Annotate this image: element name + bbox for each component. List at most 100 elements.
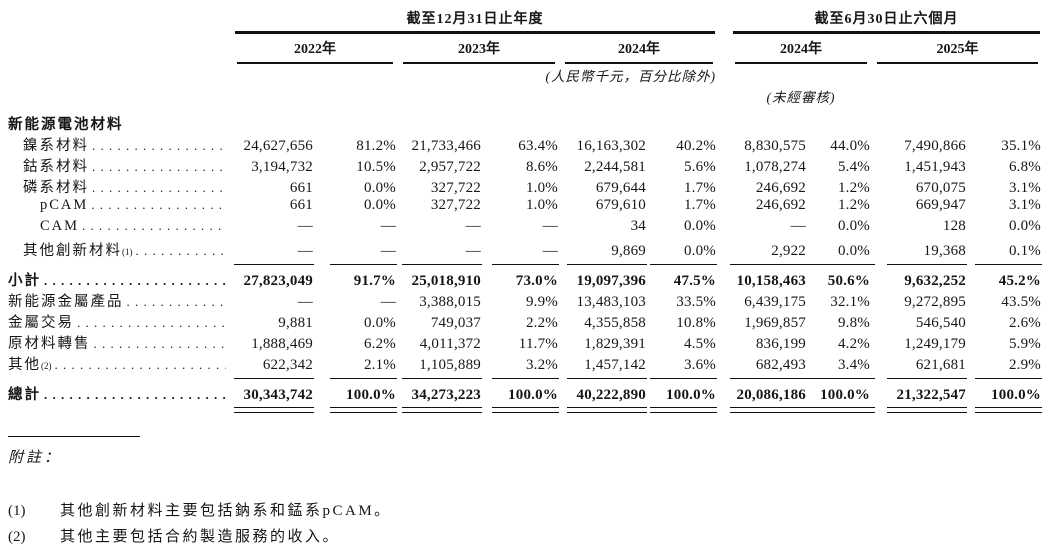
percent-cell: —: [315, 294, 398, 311]
percent-cell: 1.0%: [483, 197, 560, 214]
row-label: 新能源電池材料: [8, 113, 232, 134]
amount-cell: 21,733,466: [398, 138, 483, 155]
row-label: 小計: [8, 269, 232, 290]
footnote-1-text: 其他創新材料主要包括鈉系和錳系pCAM。: [60, 499, 1049, 525]
amount-cell: 1,888,469: [232, 336, 315, 353]
percent-cell: 63.4%: [483, 138, 560, 155]
amount-cell: 661: [232, 180, 315, 197]
table-row: 磷系材料6610.0%327,7221.0%679,6441.7%246,692…: [8, 176, 1049, 197]
percent-cell: 40.2%: [648, 138, 718, 155]
year-column-2022: 2022年: [232, 38, 398, 64]
amount-cell: 679,644: [560, 180, 648, 197]
percent-cell: 1.2%: [808, 180, 872, 197]
amount-cell: 20,086,186: [730, 387, 808, 404]
percent-cell: 0.0%: [315, 197, 398, 214]
percent-cell: —: [315, 218, 398, 235]
amount-cell: 25,018,910: [398, 273, 483, 290]
leader-dots: [94, 336, 227, 353]
amount-cell: 1,249,179: [872, 336, 968, 353]
amount-cell: 246,692: [730, 180, 808, 197]
leader-dots: [92, 159, 226, 176]
amount-cell: 546,540: [872, 315, 968, 332]
percent-cell: 1.7%: [648, 180, 718, 197]
row-label: 總計: [8, 383, 232, 404]
amount-cell: 19,368: [872, 243, 968, 260]
table-header-unit-note-row: (人民幣千元，百分比除外): [8, 68, 1049, 85]
leader-dots: [136, 243, 227, 260]
amount-cell: 661: [232, 197, 315, 214]
footnote-divider: [8, 436, 140, 437]
percent-cell: 9.8%: [808, 315, 872, 332]
amount-cell: 19,097,396: [560, 273, 648, 290]
row-label: 鈷系材料: [8, 155, 232, 176]
percent-cell: 2.9%: [968, 357, 1043, 374]
amount-cell: 622,342: [232, 357, 315, 374]
table-row: 金屬交易9,8810.0%749,0372.2%4,355,85810.8%1,…: [8, 311, 1049, 332]
rule-row: [8, 374, 1049, 383]
percent-cell: 100.0%: [648, 387, 718, 404]
percent-cell: 3.1%: [968, 180, 1043, 197]
table-row: 原材料轉售1,888,4696.2%4,011,37211.7%1,829,39…: [8, 332, 1049, 353]
amount-cell: 327,722: [398, 197, 483, 214]
amount-cell: 30,343,742: [232, 387, 315, 404]
percent-cell: —: [483, 243, 560, 260]
footnote-2: (2) 其他主要包括合約製造服務的收入。: [8, 525, 1049, 550]
leader-dots: [127, 294, 227, 311]
amount-cell: —: [232, 294, 315, 311]
percent-cell: 47.5%: [648, 273, 718, 290]
percent-cell: 100.0%: [315, 387, 398, 404]
percent-cell: 5.6%: [648, 159, 718, 176]
amount-cell: 4,355,858: [560, 315, 648, 332]
table-row: 鎳系材料24,627,65681.2%21,733,46663.4%16,163…: [8, 134, 1049, 155]
percent-cell: 3.1%: [968, 197, 1043, 214]
year-column-2025-interim: 2025年: [872, 38, 1043, 64]
percent-cell: 2.2%: [483, 315, 560, 332]
footnote-2-text: 其他主要包括合約製造服務的收入。: [60, 525, 1049, 550]
table-row: 其他創新材料(1)————9,8690.0%2,9220.0%19,3680.1…: [8, 239, 1049, 260]
amount-cell: —: [232, 243, 315, 260]
amount-cell: 21,322,547: [872, 387, 968, 404]
amount-cell: 1,078,274: [730, 159, 808, 176]
footnotes: (1) 其他創新材料主要包括鈉系和錳系pCAM。 (2) 其他主要包括合約製造服…: [8, 499, 1049, 550]
percent-cell: 10.8%: [648, 315, 718, 332]
percent-cell: 43.5%: [968, 294, 1043, 311]
percent-cell: 1.2%: [808, 197, 872, 214]
notes-heading: 附註：: [8, 446, 1049, 467]
percent-cell: 6.2%: [315, 336, 398, 353]
amount-cell: 6,439,175: [730, 294, 808, 311]
section-header-row: 新能源電池材料: [8, 113, 1049, 134]
amount-cell: 10,158,463: [730, 273, 808, 290]
year-column-2024-interim: 2024年: [730, 38, 872, 64]
table-row: 新能源金屬產品——3,388,0159.9%13,483,10333.5%6,4…: [8, 290, 1049, 311]
amount-cell: 1,969,857: [730, 315, 808, 332]
percent-cell: 0.0%: [808, 243, 872, 260]
amount-cell: 9,869: [560, 243, 648, 260]
percent-cell: —: [315, 243, 398, 260]
percent-cell: 33.5%: [648, 294, 718, 311]
amount-cell: 1,105,889: [398, 357, 483, 374]
row-label: 原材料轉售: [8, 332, 232, 353]
double-rule-row: [8, 404, 1049, 415]
percent-cell: 32.1%: [808, 294, 872, 311]
year-column-2023: 2023年: [398, 38, 560, 64]
percent-cell: 6.8%: [968, 159, 1043, 176]
amount-cell: 670,075: [872, 180, 968, 197]
leader-dots: [44, 273, 226, 290]
percent-cell: 0.0%: [808, 218, 872, 235]
percent-cell: 2.6%: [968, 315, 1043, 332]
period-group-annual: 截至12月31日止年度: [232, 8, 718, 34]
percent-cell: 10.5%: [315, 159, 398, 176]
table-row: 其他(2)622,3422.1%1,105,8893.2%1,457,1423.…: [8, 353, 1049, 374]
audit-note: (未經審核): [730, 89, 872, 106]
amount-cell: 128: [872, 218, 968, 235]
year-column-2024: 2024年: [560, 38, 718, 64]
amount-cell: 749,037: [398, 315, 483, 332]
amount-cell: 9,272,895: [872, 294, 968, 311]
amount-cell: 1,451,943: [872, 159, 968, 176]
amount-cell: 8,830,575: [730, 138, 808, 155]
percent-cell: 44.0%: [808, 138, 872, 155]
amount-cell: 9,881: [232, 315, 315, 332]
amount-cell: 682,493: [730, 357, 808, 374]
